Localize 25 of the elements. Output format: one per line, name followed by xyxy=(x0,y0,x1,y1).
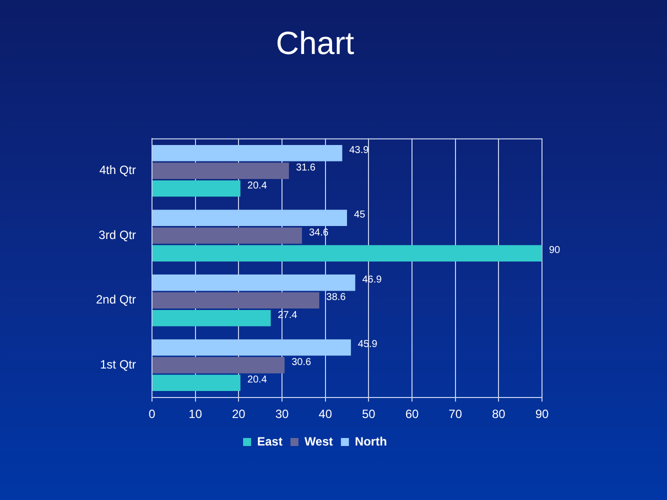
data-label: 30.6 xyxy=(292,356,312,368)
x-tick-label: 80 xyxy=(492,407,506,422)
y-tick-label: 2nd Qtr xyxy=(96,292,136,307)
data-label: 20.4 xyxy=(247,180,268,192)
x-tick-label: 60 xyxy=(405,407,419,422)
legend-label: West xyxy=(304,434,333,448)
y-tick-label: 1st Qtr xyxy=(100,358,136,372)
x-tick-label: 0 xyxy=(148,407,156,422)
x-tick-label: 70 xyxy=(448,407,462,422)
chart-title: Chart xyxy=(276,25,354,62)
y-tick-label: 3rd Qtr xyxy=(98,228,136,242)
x-tick-label: 90 xyxy=(535,407,549,422)
x-tick-label: 10 xyxy=(188,407,202,422)
y-tick-label: 4th Qtr xyxy=(99,163,136,178)
data-label: 90 xyxy=(549,245,561,256)
data-label: 45 xyxy=(354,210,366,221)
x-tick-label: 40 xyxy=(318,407,332,422)
x-tick-label: 30 xyxy=(275,407,290,422)
data-label: 31.6 xyxy=(296,162,316,174)
x-tick-label: 50 xyxy=(362,407,376,422)
legend-label: North xyxy=(354,434,387,448)
data-label: 20.4 xyxy=(247,374,268,386)
data-label: 38.6 xyxy=(326,292,346,304)
x-tick-label: 20 xyxy=(232,407,246,422)
legend-label: East xyxy=(257,434,282,448)
